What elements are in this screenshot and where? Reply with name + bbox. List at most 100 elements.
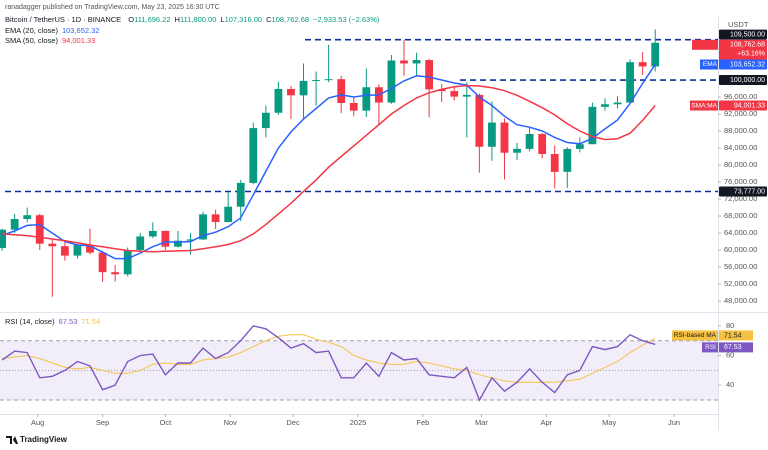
indicator-line: [2, 84, 656, 253]
indicator-legend: SMA (50, close) 94,001.33: [5, 36, 95, 45]
candle-body: [651, 42, 660, 67]
ohlc-value: 107,316.00: [225, 15, 263, 24]
indicator-tag-box: [719, 100, 767, 111]
candle-body: [324, 79, 333, 81]
y-tick-label: 48,000.00: [724, 296, 757, 305]
y-tick-label: 80,000.00: [724, 160, 757, 169]
candle-body: [261, 112, 270, 129]
rsi-tag-name: RSI: [705, 344, 716, 351]
indicator-tag-name: EMA: [703, 61, 718, 68]
candle-body: [236, 182, 245, 207]
x-tick-label: Nov: [224, 418, 238, 427]
candle-body: [161, 230, 170, 247]
brand: TradingView: [6, 435, 68, 444]
candle-body: [500, 122, 509, 153]
indicator-tag: 103,652.32: [719, 59, 767, 70]
y-tick-label: 96,000.00: [724, 92, 757, 101]
x-tick-label: Sep: [96, 418, 109, 427]
ohlc-value: 111,696.22: [134, 15, 170, 24]
x-tick-label: Oct: [160, 418, 173, 427]
candle-body: [174, 240, 182, 247]
ohlc-value: 108,762.68: [272, 15, 310, 24]
indicator-value: 103,652.32: [62, 26, 100, 35]
y-tick-label: 76,000.00: [724, 177, 757, 186]
symbol-legend: Bitcoin / TetherUS · 1D · BINANCE O111,6…: [5, 15, 380, 24]
candle-body: [575, 144, 584, 149]
ohlc-key: O: [128, 15, 134, 24]
candle-body: [563, 148, 572, 172]
candle-body: [86, 244, 94, 253]
x-tick-label: Jun: [668, 418, 680, 427]
ohlc-key: H: [175, 15, 180, 24]
rsi-tag-name: RSI-based MA: [674, 332, 717, 339]
candle-body: [299, 80, 308, 96]
y-tick-label: 52,000.00: [724, 279, 757, 288]
x-tick-label: Mar: [475, 418, 488, 427]
price-tag-name-box: [692, 39, 718, 50]
rsi-legend: RSI (14, close) 67.53 71.54: [5, 317, 100, 326]
candle-body: [601, 104, 609, 107]
brand-name: TradingView: [20, 435, 68, 444]
x-tick-label: 2025: [350, 418, 367, 427]
y-tick-label: 72,000.00: [724, 194, 757, 203]
x-tick-label: Aug: [31, 418, 44, 427]
candle-body: [349, 102, 358, 111]
candle-body: [274, 88, 283, 113]
candle-body: [123, 250, 132, 275]
y-tick-label: 56,000.00: [724, 262, 757, 271]
level-tag-text: 100,000.00: [730, 77, 765, 84]
candle-body: [538, 134, 547, 154]
rsi-tag-name-box: [672, 330, 718, 341]
candle-body: [412, 60, 421, 64]
candle-body: [0, 229, 6, 248]
y-tick-label: 60,000.00: [724, 245, 757, 254]
candle-body: [211, 214, 220, 223]
indicator-name: SMA (50, close): [5, 36, 58, 45]
rsi-legend-value: 67.53: [59, 317, 78, 326]
indicator-tag-text: 103,652.32: [730, 61, 765, 68]
y-tick-label: 92,000.00: [724, 109, 757, 118]
currency: USDT: [728, 20, 749, 29]
symbol: Bitcoin / TetherUS · 1D · BINANCE: [5, 15, 121, 24]
y-tick-label: 40: [726, 380, 734, 389]
level-tag: 109,500.00: [719, 29, 767, 40]
candle-body: [387, 60, 396, 103]
indicator-value: 94,001.33: [62, 36, 95, 45]
price-tag-text: +63.16%: [737, 51, 765, 58]
level-tag: 73,777.00: [719, 186, 767, 197]
candle-body: [186, 239, 195, 241]
y-tick-label: 88,000.00: [724, 126, 757, 135]
candle-body: [60, 246, 69, 256]
y-tick-label: 68,000.00: [724, 211, 757, 220]
level-tag-box: [719, 186, 767, 197]
x-tick-label: Dec: [286, 418, 300, 427]
candle-body: [475, 94, 484, 147]
level-tag-box: [719, 75, 767, 86]
level-tag-text: 109,500.00: [730, 31, 765, 38]
rsi-tag-name-box: [702, 342, 718, 353]
candle-body: [437, 89, 446, 92]
candle-body: [312, 80, 320, 82]
ohlc-key: L: [220, 15, 224, 24]
indicator-tag-name-box: [690, 100, 718, 111]
candle-body: [488, 122, 496, 147]
candle-body: [450, 91, 459, 97]
candle-body: [638, 62, 647, 67]
candle-body: [111, 272, 120, 275]
indicator-legend: EMA (20, close) 103,652.32: [5, 26, 99, 35]
indicator-tag: 94,001.33: [719, 100, 767, 111]
candle-body: [10, 219, 19, 230]
candle-body: [23, 215, 32, 220]
rsi-band-fill: [0, 340, 718, 401]
y-tick-label: 84,000.00: [724, 143, 757, 152]
x-tick-label: Apr: [541, 418, 553, 427]
y-tick-label: 64,000.00: [724, 228, 757, 237]
candle-body: [400, 60, 408, 64]
candle-body: [199, 214, 207, 240]
candle-body: [513, 148, 521, 153]
rsi-tag-box: [719, 330, 753, 341]
y-tick-label: 60: [726, 351, 734, 360]
level-tag: 100,000.00: [719, 75, 767, 86]
